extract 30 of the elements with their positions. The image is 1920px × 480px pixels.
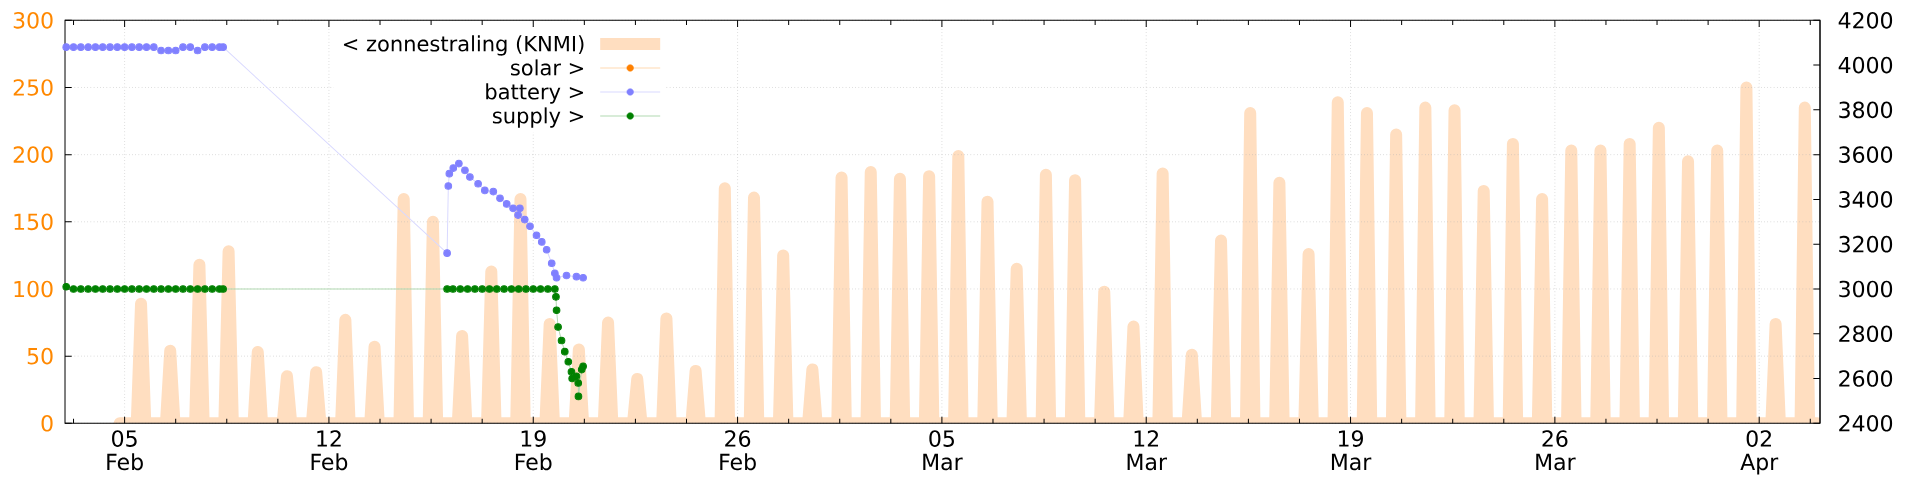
legend-label: battery > bbox=[486, 83, 584, 104]
x-tick-label: 26 Feb bbox=[720, 430, 756, 471]
x-tick-label: 02 Apr bbox=[1740, 430, 1779, 475]
x-tick-label: 05 Mar bbox=[923, 430, 963, 471]
x-tick-label: 12 Feb bbox=[311, 430, 348, 471]
legend-label: supply > bbox=[492, 107, 584, 128]
y-tick-label: 300 bbox=[13, 11, 53, 29]
x-tick-label: 12 Mar bbox=[1127, 430, 1167, 471]
legend-label: < zonnestraling (KNMI) bbox=[343, 35, 584, 56]
y2-tick-label: 4000 bbox=[1838, 56, 1893, 74]
legend-label: solar > bbox=[510, 59, 584, 76]
x-tick-label: 26 Mar bbox=[1536, 430, 1576, 471]
x-tick-label: 19 Mar bbox=[1331, 430, 1372, 471]
y2-tick-label: 3600 bbox=[1839, 146, 1893, 163]
y-tick-label: 200 bbox=[13, 146, 53, 163]
y2-tick-label: 2600 bbox=[1839, 370, 1893, 387]
y-tick-label: 250 bbox=[13, 79, 53, 96]
x-tick-label: 05 Feb bbox=[107, 430, 143, 471]
y2-tick-label: 3800 bbox=[1839, 101, 1893, 119]
y2-tick-label: 4200 bbox=[1838, 11, 1893, 29]
y-tick-label: 100 bbox=[14, 280, 53, 298]
y2-tick-label: 3200 bbox=[1839, 235, 1893, 253]
y2-tick-label: 3000 bbox=[1839, 280, 1893, 298]
y-tick-label: 50 bbox=[27, 347, 53, 365]
y-tick-label: 150 bbox=[14, 213, 53, 231]
y-tick-label: 0 bbox=[41, 414, 53, 432]
x-tick-label: 19 Feb bbox=[515, 430, 552, 471]
y2-tick-label: 2800 bbox=[1839, 325, 1893, 343]
y2-tick-label: 2400 bbox=[1839, 414, 1893, 432]
y2-tick-label: 3400 bbox=[1839, 191, 1893, 208]
